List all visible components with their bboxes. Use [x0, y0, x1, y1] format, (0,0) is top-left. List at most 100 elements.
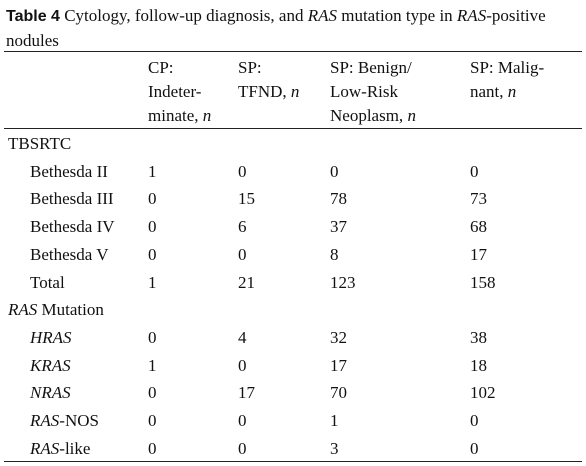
column-header: Low-Risk — [330, 80, 398, 104]
text-segment: nant, — [470, 82, 508, 101]
text-segment: n — [290, 82, 300, 101]
column-header: SP: Malig- — [470, 56, 544, 80]
value-cell: 1 — [148, 161, 157, 181]
text-segment: mutation type in — [336, 6, 457, 25]
row-label: Total — [30, 271, 65, 295]
row-label: Bethesda III — [30, 187, 114, 211]
value-cell: 0 — [148, 189, 157, 209]
row-label: Bethesda V — [30, 243, 109, 267]
value-cell: 0 — [238, 161, 247, 181]
text-segment: Indeter- — [148, 82, 202, 101]
value-cell: 0 — [148, 217, 157, 237]
value-cell: 21 — [238, 272, 255, 292]
value-cell: 0 — [148, 438, 157, 458]
text-segment: TBSRTC — [8, 134, 72, 153]
text-segment: RAS — [30, 411, 60, 430]
text-segment: Bethesda II — [30, 161, 108, 181]
value-cell: 4 — [238, 327, 247, 347]
row-label: RAS-like — [30, 437, 90, 461]
value-cell: 68 — [470, 217, 487, 237]
section-label: TBSRTC — [8, 132, 71, 156]
value-cell: 0 — [470, 161, 479, 181]
text-segment: RAS — [30, 438, 60, 458]
text-segment: Cytology, follow-up diagnosis, and — [59, 6, 308, 25]
row-label: KRAS — [30, 354, 71, 378]
text-segment: SP: — [238, 58, 262, 77]
text-segment: -like — [59, 438, 91, 458]
value-cell: 78 — [330, 189, 347, 209]
value-cell: 3 — [330, 438, 339, 458]
value-cell: 0 — [148, 411, 157, 430]
text-segment: NRAS — [30, 383, 71, 403]
text-segment: minate, — [148, 106, 203, 125]
text-segment: SP: Malig- — [470, 58, 545, 77]
text-segment: RAS — [307, 6, 337, 25]
text-segment: SP: Benign/ — [330, 58, 412, 77]
value-cell: 0 — [238, 438, 247, 458]
row-label: NRAS — [30, 381, 71, 405]
value-cell: 0 — [238, 355, 247, 375]
text-segment: Neoplasm, — [330, 106, 408, 125]
value-cell: 0 — [330, 161, 339, 181]
value-cell: 0 — [470, 411, 479, 430]
text-segment: n — [407, 106, 416, 125]
value-cell: 8 — [330, 244, 339, 264]
text-segment: -positive nodules — [6, 6, 546, 50]
text-segment: HRAS — [30, 327, 72, 347]
top-rule — [4, 51, 582, 52]
text-segment: KRAS — [30, 355, 71, 375]
value-cell: 6 — [238, 217, 247, 237]
text-segment: n — [202, 106, 212, 125]
text-segment: TFND, — [238, 82, 291, 101]
value-cell: 17 — [238, 383, 255, 403]
value-cell: 0 — [148, 244, 157, 264]
column-header: minate, n — [148, 104, 211, 128]
row-label: RAS-NOS — [30, 409, 99, 433]
value-cell: 1 — [148, 272, 157, 292]
text-segment: -NOS — [59, 411, 99, 430]
text-segment: RAS — [456, 6, 487, 25]
caption: Table 4 Cytology, follow-up diagnosis, a… — [6, 4, 581, 53]
bottom-rule — [4, 461, 582, 462]
row-label: Bethesda IV — [30, 215, 115, 239]
value-cell: 0 — [148, 327, 157, 347]
value-cell: 102 — [470, 383, 496, 403]
column-header: nant, n — [470, 80, 516, 104]
value-cell: 0 — [470, 438, 479, 458]
value-cell: 38 — [470, 327, 487, 347]
value-cell: 37 — [330, 217, 347, 237]
value-cell: 73 — [470, 189, 487, 209]
value-cell: 17 — [330, 355, 347, 375]
column-header: Indeter- — [148, 80, 201, 104]
value-cell: 0 — [238, 411, 247, 430]
text-segment: Total — [30, 272, 65, 292]
section-label: RAS Mutation — [8, 298, 104, 322]
header-rule — [4, 128, 582, 129]
text-segment: n — [507, 82, 517, 101]
value-cell: 17 — [470, 244, 487, 264]
column-header: SP: — [238, 56, 262, 80]
column-header: TFND, n — [238, 80, 299, 104]
text-segment: Bethesda III — [30, 189, 114, 209]
text-segment: RAS — [8, 300, 38, 320]
value-cell: 123 — [330, 272, 356, 292]
column-header: Neoplasm, n — [330, 104, 416, 128]
value-cell: 32 — [330, 327, 347, 347]
value-cell: 158 — [470, 272, 496, 292]
text-segment: CP: — [148, 58, 174, 77]
value-cell: 15 — [238, 189, 255, 209]
caption-label: Table 4 — [6, 8, 60, 25]
value-cell: 1 — [330, 411, 339, 430]
value-cell: 1 — [148, 355, 157, 375]
column-header: SP: Benign/ — [330, 56, 412, 80]
text-segment: Bethesda V — [30, 244, 109, 264]
column-header: CP: — [148, 56, 174, 80]
row-label: Bethesda II — [30, 160, 108, 184]
value-cell: 0 — [238, 244, 247, 264]
value-cell: 0 — [148, 383, 157, 403]
row-label: HRAS — [30, 326, 72, 350]
value-cell: 70 — [330, 383, 347, 403]
text-segment: Bethesda IV — [30, 217, 115, 237]
text-segment: Mutation — [37, 300, 104, 320]
